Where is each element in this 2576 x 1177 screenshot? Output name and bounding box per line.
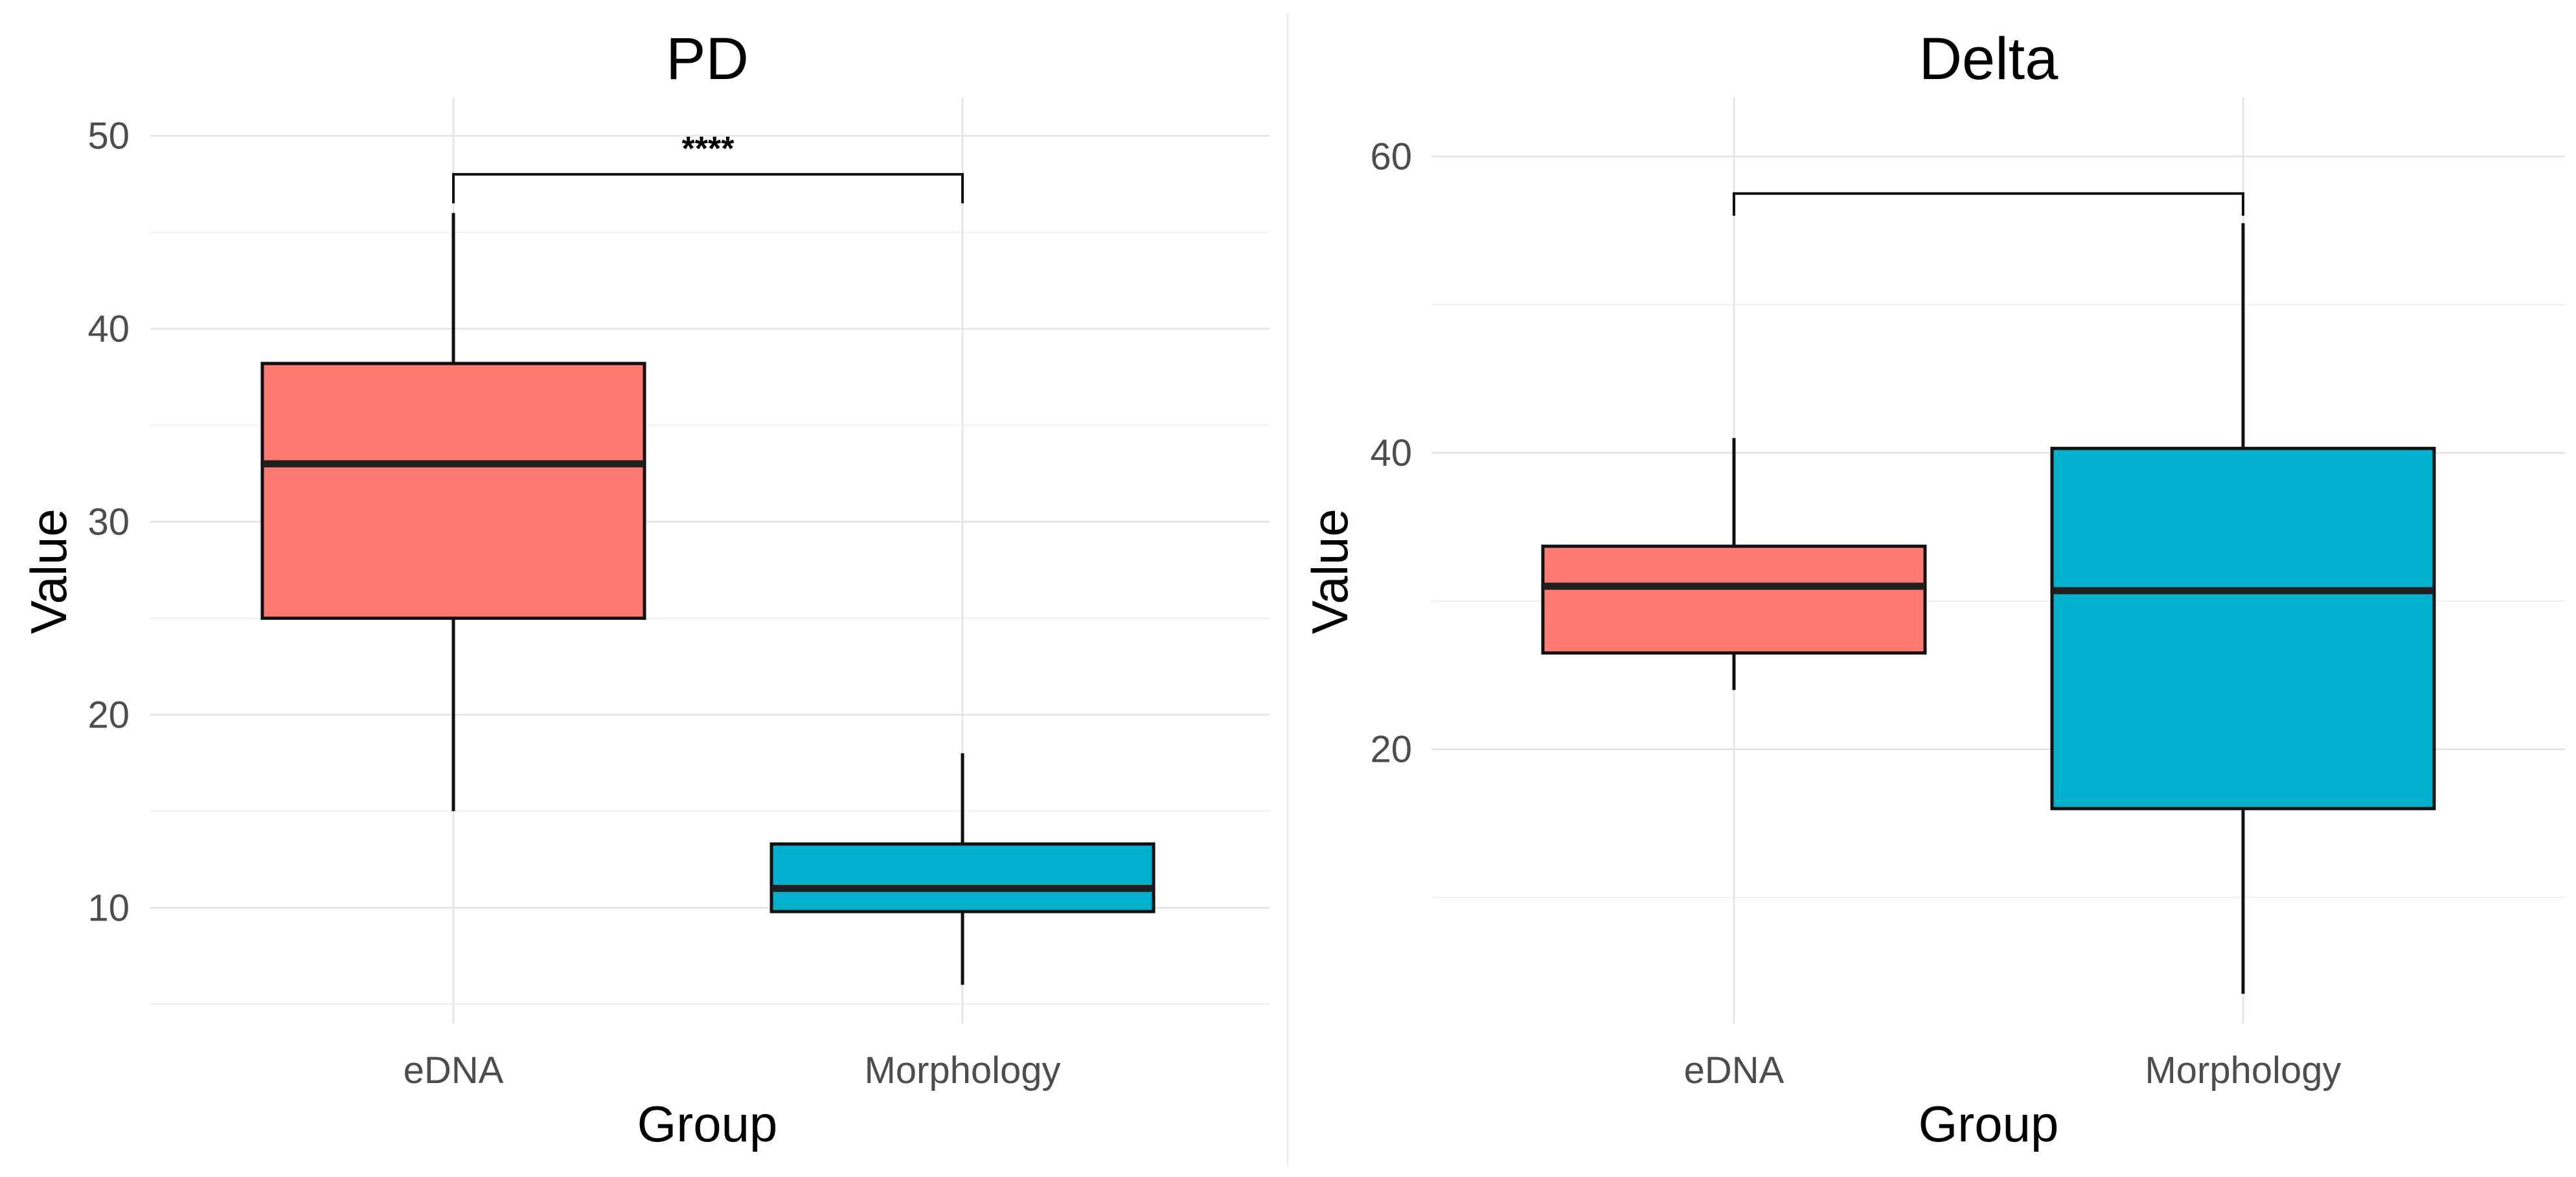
delta-x-tick-label: eDNA xyxy=(1684,1049,1784,1091)
delta-edna-box xyxy=(1541,544,1927,655)
pd-marks: **** xyxy=(260,130,1156,985)
pd-gridlines: 10 20 30 40 50 eDNA Morphology xyxy=(87,97,1270,1091)
delta-boxplot-panel: Delta Group Value 20 40 60 eDNA Morphology xyxy=(1301,26,2565,1152)
pd-edna-box xyxy=(260,361,646,620)
delta-significance-bracket xyxy=(1733,192,2244,216)
pd-y-tick-label: 40 xyxy=(87,308,130,350)
pd-y-tick-label: 10 xyxy=(87,887,130,929)
delta-y-tick-label: 20 xyxy=(1370,729,1412,771)
pd-significance-label: **** xyxy=(682,130,735,168)
delta-y-tick-label: 40 xyxy=(1370,432,1412,474)
delta-chart-title: Delta xyxy=(1919,26,2059,92)
delta-y-axis-title: Value xyxy=(1301,509,1358,634)
pd-morphology-box xyxy=(769,842,1156,913)
pd-x-tick-label: eDNA xyxy=(404,1049,504,1091)
pd-significance-bracket xyxy=(452,173,964,203)
pd-chart-title: PD xyxy=(666,26,749,92)
pd-y-tick-label: 50 xyxy=(87,115,130,157)
pd-x-axis-title: Group xyxy=(637,1095,778,1152)
pd-x-tick-label: Morphology xyxy=(864,1049,1060,1091)
delta-y-tick-label: 60 xyxy=(1370,136,1412,178)
pd-y-axis-title: Value xyxy=(20,509,77,634)
pd-y-tick-label: 30 xyxy=(87,501,130,543)
pd-y-tick-label: 20 xyxy=(87,694,130,736)
delta-x-axis-title: Group xyxy=(1919,1095,2059,1152)
delta-morphology-box xyxy=(2050,446,2436,810)
delta-x-tick-label: Morphology xyxy=(2145,1049,2341,1091)
delta-marks xyxy=(1541,192,2436,994)
